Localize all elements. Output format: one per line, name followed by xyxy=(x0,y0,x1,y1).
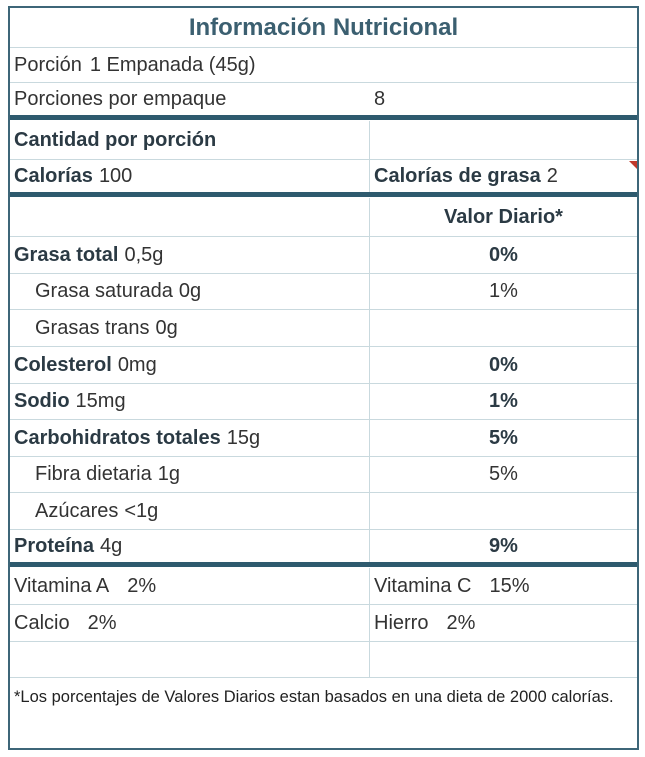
vitamin-a-value: 2% xyxy=(127,574,157,597)
title-row: Información Nutricional xyxy=(10,8,637,48)
nutrient-label: Sodio xyxy=(14,390,70,412)
nutrient-label: Carbohidratos totales xyxy=(14,426,221,449)
nutrient-dv: 5% xyxy=(489,463,518,485)
calories-value: 100 xyxy=(98,164,133,187)
nutrient-label: Grasas trans xyxy=(35,316,150,339)
serving-label: Porción xyxy=(14,53,82,76)
nutrient-dv: 0% xyxy=(489,353,518,376)
column-divider xyxy=(369,121,370,192)
nutrient-label: Azúcares xyxy=(35,499,119,522)
nutrient-dv: 5% xyxy=(489,426,518,449)
nutrient-dv: 0% xyxy=(489,243,518,266)
servings-per-container-row: Porciones por empaque 8 xyxy=(10,83,637,120)
nutrient-amount: 0mg xyxy=(117,353,157,376)
calories-from-fat-label: Calorías de grasa xyxy=(374,164,541,187)
footnote: *Los porcentajes de Valores Diarios esta… xyxy=(14,688,614,706)
nutrient-row-total-fat: Grasa total 0,5g 0% xyxy=(10,237,637,274)
servings-per-container-value: 8 xyxy=(374,87,386,110)
vitamin-a-label: Vitamina A xyxy=(14,574,110,597)
corner-marker-icon xyxy=(629,161,637,169)
nutrient-row-sugars: Azúcares <1g xyxy=(10,493,637,530)
nutrient-dv xyxy=(370,493,637,529)
calories-label: Calorías xyxy=(14,164,93,187)
nutrient-label: Grasa total xyxy=(14,243,119,266)
nutrient-dv xyxy=(370,310,637,346)
serving-row: Porción 1 Empanada (45g) xyxy=(10,48,637,83)
daily-value-header-row: Valor Diario* xyxy=(10,198,637,237)
nutrient-amount: 1g xyxy=(157,463,180,485)
nutrient-amount: 4g xyxy=(100,534,123,557)
nutrition-facts-panel: Información Nutricional Porción 1 Empana… xyxy=(8,6,639,750)
nutrient-amount: 15mg xyxy=(75,390,126,412)
iron-label: Hierro xyxy=(374,611,429,634)
nutrient-amount: 0g xyxy=(178,280,202,302)
calcium-label: Calcio xyxy=(14,611,70,634)
calcium-value: 2% xyxy=(87,611,117,634)
nutrient-row-saturated-fat: Grasa saturada 0g 1% xyxy=(10,274,637,310)
nutrient-row-fiber: Fibra dietaria 1g 5% xyxy=(10,457,637,493)
calories-row: Calorías 100 Calorías de grasa 2 xyxy=(10,160,637,197)
vitamin-c-value: 15% xyxy=(489,574,530,597)
nutrient-row-sodium: Sodio 15mg 1% xyxy=(10,384,637,420)
vitamin-row-1: Vitamina A 2% Vitamina C 15% xyxy=(10,568,637,605)
vitamin-c-label: Vitamina C xyxy=(374,574,472,597)
amount-per-serving-label: Cantidad por porción xyxy=(14,128,217,151)
nutrient-row-total-carbs: Carbohidratos totales 15g 5% xyxy=(10,420,637,457)
calories-from-fat-value: 2 xyxy=(546,164,558,187)
amount-per-serving-row: Cantidad por porción xyxy=(10,121,637,160)
nutrient-label: Proteína xyxy=(14,534,95,557)
nutrient-amount: 0,5g xyxy=(124,243,164,266)
empty-row xyxy=(10,642,637,678)
nutrient-amount: 15g xyxy=(226,426,261,449)
nutrient-dv: 1% xyxy=(489,280,518,302)
nutrient-row-protein: Proteína 4g 9% xyxy=(10,530,637,567)
vitamin-row-2: Calcio 2% Hierro 2% xyxy=(10,605,637,642)
nutrient-dv: 1% xyxy=(489,390,518,412)
page-title: Información Nutricional xyxy=(188,13,459,41)
serving-value: 1 Empanada (45g) xyxy=(89,53,256,76)
nutrient-label: Colesterol xyxy=(14,353,112,376)
nutrient-label: Fibra dietaria xyxy=(35,463,152,485)
nutrient-row-trans-fat: Grasas trans 0g xyxy=(10,310,637,347)
daily-value-header: Valor Diario* xyxy=(444,205,563,228)
nutrient-amount: 0g xyxy=(155,316,178,339)
column-divider xyxy=(369,568,370,678)
servings-per-container-label: Porciones por empaque xyxy=(14,87,227,110)
nutrient-dv: 9% xyxy=(489,534,518,557)
nutrient-label: Grasa saturada xyxy=(35,280,173,302)
iron-value: 2% xyxy=(446,611,476,634)
nutrient-amount: <1g xyxy=(124,499,159,522)
nutrient-row-cholesterol: Colesterol 0mg 0% xyxy=(10,347,637,384)
column-divider xyxy=(369,198,370,562)
